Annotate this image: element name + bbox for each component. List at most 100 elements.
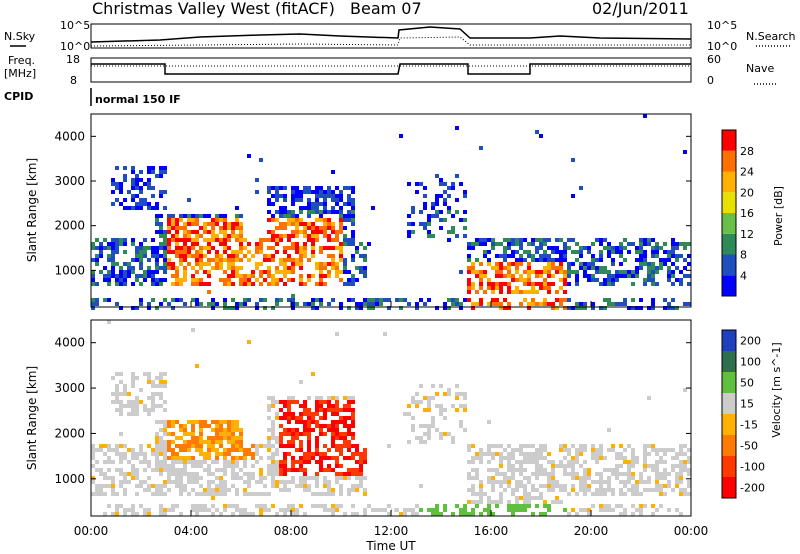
heatmap-cell (123, 444, 127, 448)
heatmap-cell (527, 500, 531, 504)
heatmap-cell (147, 206, 151, 210)
heatmap-cell (443, 432, 447, 436)
heatmap-cell (231, 270, 235, 274)
heatmap-cell (203, 254, 207, 258)
heatmap-cell (135, 452, 139, 456)
heatmap-cell (259, 242, 263, 246)
heatmap-cell (243, 246, 247, 250)
heatmap-cell (211, 504, 215, 508)
heatmap-cell (655, 484, 659, 488)
heatmap-cell (223, 472, 227, 476)
heatmap-cell (291, 222, 295, 226)
heatmap-cell (255, 178, 259, 182)
heatmap-cell (479, 492, 483, 496)
heatmap-cell (259, 158, 263, 162)
heatmap-cell (139, 388, 143, 392)
heatmap-cell (159, 404, 163, 408)
heatmap-cell (639, 306, 643, 310)
heatmap-cell (491, 484, 495, 488)
heatmap-cell (387, 504, 391, 508)
heatmap-cell (319, 456, 323, 460)
heatmap-cell (139, 452, 143, 456)
heatmap-cell (671, 456, 675, 460)
heatmap-cell (123, 480, 127, 484)
heatmap-cell (675, 266, 679, 270)
heatmap-cell (463, 428, 467, 432)
heatmap-cell (335, 508, 339, 512)
heatmap-cell (219, 480, 223, 484)
heatmap-cell (335, 262, 339, 266)
heatmap-cell (147, 306, 151, 310)
heatmap-cell (235, 488, 239, 492)
heatmap-cell (291, 302, 295, 306)
heatmap-cell (91, 480, 95, 484)
freq-line (91, 63, 691, 75)
heatmap-cell (463, 408, 467, 412)
heatmap-cell (123, 388, 127, 392)
heatmap-cell (563, 488, 567, 492)
heatmap-cell (139, 242, 143, 246)
heatmap-cell (191, 230, 195, 234)
heatmap-cell (631, 472, 635, 476)
heatmap-cell (583, 488, 587, 492)
heatmap-cell (195, 230, 199, 234)
heatmap-cell (559, 484, 563, 488)
heatmap-cell (567, 298, 571, 302)
heatmap-cell (519, 290, 523, 294)
heatmap-cell (139, 302, 143, 306)
heatmap-cell (187, 444, 191, 448)
heatmap-cell (299, 254, 303, 258)
heatmap-cell (603, 298, 607, 302)
heatmap-cell (123, 238, 127, 242)
heatmap-cell (143, 238, 147, 242)
heatmap-cell (607, 250, 611, 254)
heatmap-cell (279, 194, 283, 198)
heatmap-cell (271, 234, 275, 238)
heatmap-cell (543, 270, 547, 274)
heatmap-cell (571, 250, 575, 254)
heatmap-cell (119, 186, 123, 190)
heatmap-cell (591, 302, 595, 306)
heatmap-cell (123, 166, 127, 170)
heatmap-cell (635, 246, 639, 250)
heatmap-cell (227, 440, 231, 444)
heatmap-cell (175, 456, 179, 460)
heatmap-cell (303, 230, 307, 234)
heatmap-cell (175, 234, 179, 238)
heatmap-cell (651, 254, 655, 258)
heatmap-cell (167, 432, 171, 436)
heatmap-cell (115, 452, 119, 456)
heatmap-cell (307, 420, 311, 424)
heatmap-cell (531, 270, 535, 274)
heatmap-cell (315, 412, 319, 416)
heatmap-cell (279, 416, 283, 420)
heatmap-cell (351, 214, 355, 218)
heatmap-cell (579, 306, 583, 310)
heatmap-cell (199, 266, 203, 270)
heatmap-cell (111, 262, 115, 266)
heatmap-cell (403, 412, 407, 416)
heatmap-cell (511, 242, 515, 246)
heatmap-cell (455, 396, 459, 400)
heatmap-cell (471, 476, 475, 480)
heatmap-cell (443, 392, 447, 396)
heatmap-cell (167, 230, 171, 234)
heatmap-cell (167, 242, 171, 246)
heatmap-cell (331, 230, 335, 234)
heatmap-cell (291, 428, 295, 432)
heatmap-cell (583, 306, 587, 310)
heatmap-cell (315, 298, 319, 302)
heatmap-cell (651, 306, 655, 310)
heatmap-cell (127, 448, 131, 452)
heatmap-cell (323, 416, 327, 420)
heatmap-cell (243, 492, 247, 496)
heatmap-cell (443, 182, 447, 186)
heatmap-cell (447, 392, 451, 396)
heatmap-cell (263, 238, 267, 242)
heatmap-cell (131, 376, 135, 380)
heatmap-cell (251, 464, 255, 468)
heatmap-cell (491, 488, 495, 492)
heatmap-cell (343, 456, 347, 460)
heatmap-cell (611, 262, 615, 266)
heatmap-cell (135, 194, 139, 198)
